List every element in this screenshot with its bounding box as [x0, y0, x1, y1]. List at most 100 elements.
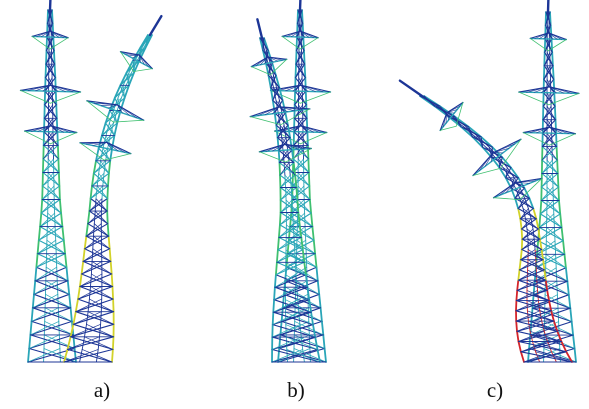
- tower-brace: [525, 218, 539, 230]
- tower-leg: [106, 210, 109, 225]
- tower-brace: [75, 298, 103, 313]
- tower-leg: [556, 172, 560, 188]
- tower-brace: [44, 77, 57, 92]
- tower-brace: [542, 92, 552, 107]
- tower-leg: [304, 273, 309, 289]
- crossarm-brace: [50, 132, 78, 145]
- tower-leg: [37, 225, 41, 242]
- crossarm-lace: [106, 142, 125, 153]
- tower-brace: [47, 185, 61, 200]
- tower-leg: [291, 149, 295, 164]
- crossarm-lace: [543, 32, 549, 40]
- tower-brace: [79, 273, 103, 287]
- tower-brace: [275, 112, 283, 126]
- crossarm-brace: [50, 125, 78, 134]
- tower-leg: [560, 226, 564, 242]
- tower-leg: [132, 46, 142, 62]
- tower-leg: [540, 248, 544, 261]
- tower-brace: [526, 279, 548, 291]
- tower-brace: [528, 320, 558, 332]
- tower-brace: [541, 159, 559, 175]
- tower-brace: [270, 75, 280, 89]
- tower-brace: [81, 349, 113, 363]
- tower-brace: [84, 336, 114, 350]
- crossarm-brace: [455, 102, 464, 127]
- crossarm-brace: [300, 84, 332, 93]
- tower-brace: [294, 77, 307, 92]
- crossarm-lace: [278, 106, 288, 113]
- tower-leg: [543, 38, 547, 54]
- tower-leg: [517, 340, 522, 353]
- tower-brace: [87, 311, 115, 325]
- tower-brace: [282, 149, 295, 163]
- crossarm-brace: [250, 66, 271, 76]
- tower-brace: [521, 218, 532, 230]
- tower-leg: [111, 134, 116, 150]
- tower-leg: [113, 84, 122, 99]
- crossarm-lace: [536, 126, 550, 134]
- tower-brace: [279, 174, 297, 189]
- tower-leg: [551, 51, 554, 67]
- tower-brace: [85, 223, 109, 237]
- tower-brace: [546, 105, 556, 121]
- crossarm-brace: [24, 130, 51, 145]
- tower-brace: [290, 198, 311, 214]
- crossarm-lace: [285, 84, 301, 92]
- tower-brace: [271, 348, 321, 363]
- tower-brace: [535, 253, 556, 269]
- tower-leg: [271, 99, 276, 114]
- tower-brace: [529, 330, 562, 342]
- tower-brace: [518, 330, 545, 342]
- tower-brace: [517, 197, 526, 209]
- tower-leg: [83, 235, 88, 250]
- tower-brace: [82, 260, 113, 275]
- tower-leg: [277, 223, 281, 239]
- tower-leg: [305, 117, 309, 133]
- crossarm-lace: [442, 112, 448, 128]
- tower-leg: [515, 320, 518, 333]
- tower-brace: [275, 124, 291, 139]
- tower-leg: [557, 186, 560, 202]
- tower-brace: [527, 259, 545, 271]
- tower-leg: [263, 37, 270, 52]
- tower-brace: [73, 311, 102, 325]
- tower-leg: [538, 212, 542, 229]
- tower-brace: [43, 144, 59, 160]
- tower-brace: [283, 293, 322, 309]
- tower-leg: [558, 199, 562, 215]
- tower-brace: [272, 311, 314, 326]
- tower-brace: [278, 162, 296, 176]
- tower-brace: [272, 299, 299, 313]
- tower-brace: [535, 267, 568, 282]
- tower-leg: [295, 186, 299, 201]
- tower-brace: [47, 158, 60, 173]
- tower-leg: [519, 217, 523, 230]
- crossarm-brace: [280, 108, 311, 126]
- tower-brace: [527, 310, 555, 322]
- tower-brace: [63, 349, 99, 363]
- tower-brace: [544, 294, 571, 309]
- tower-leg: [281, 99, 287, 114]
- tower-brace: [109, 109, 118, 124]
- crossarm-brace: [472, 152, 494, 177]
- tower-leg: [548, 299, 553, 312]
- tower-brace: [126, 72, 130, 86]
- tower-brace: [101, 122, 114, 136]
- crossarm-lace: [124, 53, 140, 56]
- tower-brace: [520, 248, 543, 261]
- tower-leg: [271, 311, 275, 326]
- crossarm: [472, 138, 522, 177]
- crossarm-lace: [100, 104, 118, 106]
- tower-brace: [48, 90, 57, 106]
- tower-leg: [308, 185, 311, 201]
- tower-brace: [42, 145, 54, 160]
- tower-brace: [85, 223, 102, 237]
- crossarm-lace: [107, 104, 118, 109]
- tower-brace: [42, 172, 55, 187]
- tower-leg: [520, 350, 525, 363]
- tower-brace: [542, 132, 553, 147]
- tower-brace: [298, 50, 305, 65]
- tower-brace: [270, 87, 284, 101]
- tower-brace: [42, 158, 60, 174]
- tower-brace: [420, 95, 441, 107]
